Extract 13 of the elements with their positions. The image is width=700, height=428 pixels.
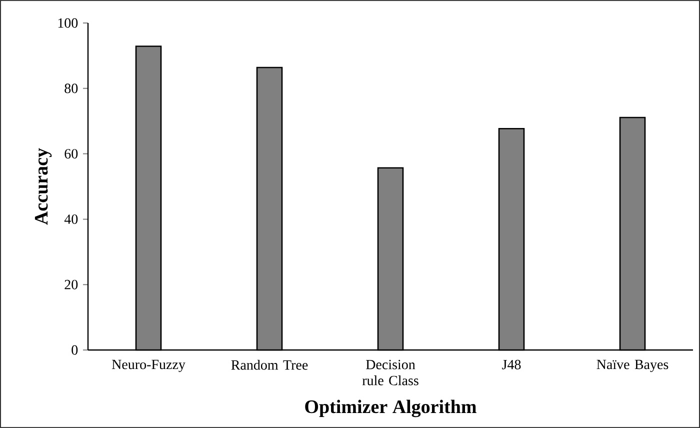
y-tick-label: 60 <box>64 149 78 159</box>
x-tick-label: Neuro-Fuzzy <box>112 360 186 372</box>
y-axis-title: Accuracy <box>34 148 52 225</box>
y-tick-label: 40 <box>64 214 78 224</box>
y-tick-label: 80 <box>64 84 78 94</box>
x-tick-label: J48 <box>502 360 521 370</box>
y-tick-label: 0 <box>72 345 78 355</box>
x-tick-label: Decision rule Class <box>362 360 418 386</box>
x-axis-title: Optimizer Algorithm <box>305 400 476 418</box>
y-tick-label: 20 <box>64 280 78 290</box>
y-tick-label: 100 <box>58 18 78 28</box>
x-tick-label: Naïve Bayes <box>596 360 668 372</box>
x-tick-label: Random Tree <box>231 360 308 370</box>
